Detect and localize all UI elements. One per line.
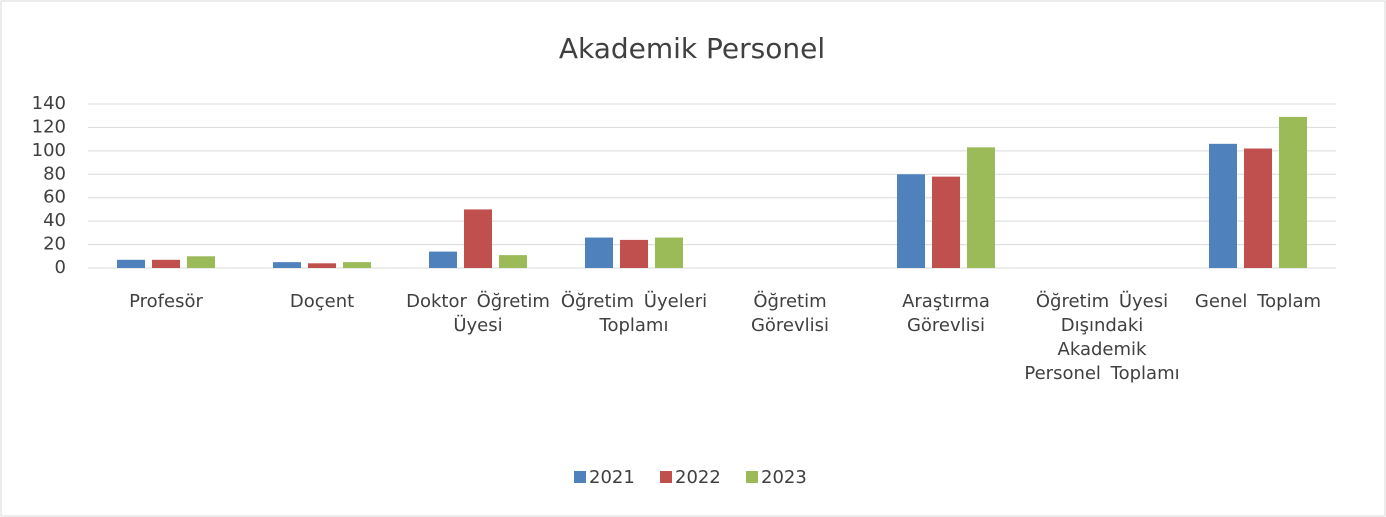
y-tick-label: 120 [32, 116, 66, 137]
bar [897, 174, 925, 268]
bar [499, 255, 527, 268]
y-tick-label: 60 [43, 187, 66, 208]
x-tick-label: Öğretim Üyeleri Toplamı [560, 291, 708, 336]
bar [655, 237, 683, 268]
x-tick-label: Doçent [289, 291, 355, 312]
bar [464, 209, 492, 268]
bar [1279, 116, 1307, 268]
bar [932, 176, 960, 268]
legend-swatch [660, 471, 672, 483]
y-tick-label: 140 [32, 93, 66, 114]
bar [585, 237, 613, 268]
x-tick-label: Araştırma Görevlisi [902, 291, 990, 336]
bar [429, 251, 457, 268]
y-tick-label: 0 [55, 257, 66, 278]
bar [117, 259, 145, 268]
x-tick-label: Profesör [129, 291, 203, 312]
bar [152, 259, 180, 268]
y-tick-label: 80 [43, 163, 66, 184]
bar [343, 262, 371, 268]
legend-swatch [746, 471, 758, 483]
legend-label: 2023 [761, 467, 807, 488]
y-tick-label: 100 [32, 140, 66, 161]
bar [1244, 148, 1272, 268]
bar [308, 263, 336, 268]
legend-swatch [574, 471, 586, 483]
bar [1209, 143, 1237, 268]
legend-label: 2021 [589, 467, 635, 488]
y-tick-label: 20 [43, 234, 66, 255]
legend-label: 2022 [675, 467, 721, 488]
bar [273, 262, 301, 268]
y-tick-label: 40 [43, 210, 66, 231]
x-tick-label: Genel Toplam [1194, 291, 1322, 312]
bar [187, 256, 215, 268]
x-tick-label: Doktor Öğretim Üyesi [406, 291, 550, 336]
x-tick-label: Öğretim Üyesi Dışındaki Akademik Persone… [1024, 291, 1180, 384]
bar [967, 147, 995, 268]
bar [620, 239, 648, 268]
chart-title: Akademik Personel [559, 32, 825, 65]
x-tick-label: Öğretim Görevlisi [750, 291, 830, 336]
